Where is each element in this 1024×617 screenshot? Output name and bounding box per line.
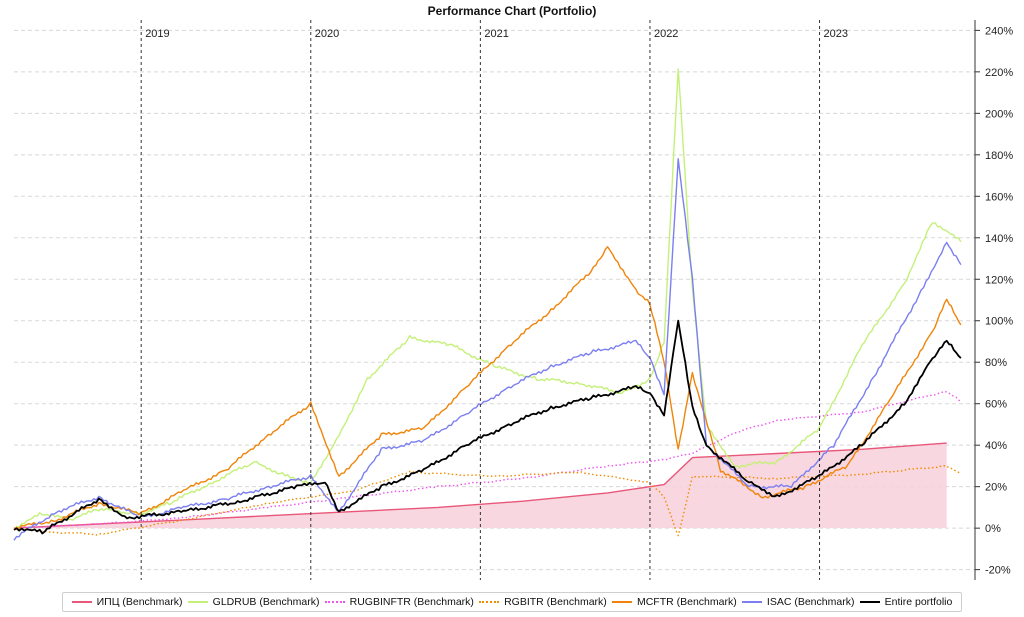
series-lines	[13, 68, 962, 541]
y-tick-label: 80%	[985, 357, 1007, 369]
legend-item: RUGBINFTR (Benchmark)	[324, 596, 474, 608]
series-line	[13, 246, 962, 531]
year-marker-label: 2022	[654, 28, 678, 40]
series-line	[13, 158, 962, 541]
y-tick-label: 120%	[985, 274, 1013, 286]
legend-swatch	[479, 601, 500, 603]
legend-item: MCFTR (Benchmark)	[611, 596, 737, 608]
legend-item: GLDRUB (Benchmark)	[187, 596, 320, 608]
legend-label: RUGBINFTR (Benchmark)	[349, 596, 474, 608]
legend-swatch	[611, 601, 632, 603]
y-tick-label: 140%	[985, 233, 1013, 245]
y-tick-label: 100%	[985, 316, 1013, 328]
area-fill	[14, 443, 947, 529]
legend-item: Entire portfolio	[859, 596, 953, 608]
chart-title: Performance Chart (Portfolio)	[427, 4, 597, 18]
series-line	[13, 319, 962, 535]
y-tick-label: 180%	[985, 150, 1013, 162]
y-tick-label: 200%	[985, 108, 1013, 120]
legend-item: ИПЦ (Benchmark)	[71, 596, 183, 608]
legend-swatch	[324, 601, 345, 603]
series-line	[13, 442, 947, 529]
legend-item: RGBITR (Benchmark)	[479, 596, 607, 608]
y-tick-label: 220%	[985, 67, 1013, 79]
year-marker-label: 2021	[484, 28, 508, 40]
legend-label: ISAC (Benchmark)	[766, 596, 855, 608]
chart-plot: -20% 0% 20% 40% 60% 80% 100% 120% 140% 160% 180% 20…	[13, 20, 1013, 580]
y-axis: -20% 0% 20% 40% 60% 80% 100% 120% 140% 160% 180% 20…	[974, 20, 1013, 580]
legend-swatch	[187, 601, 208, 603]
series-line	[13, 390, 962, 530]
chart-legend: ИПЦ (Benchmark) GLDRUB (Benchmark) RUGBINF…	[62, 592, 962, 612]
y-tick-label: 240%	[985, 25, 1013, 37]
legend-label: GLDRUB (Benchmark)	[212, 596, 320, 608]
legend-label: MCFTR (Benchmark)	[636, 596, 737, 608]
series-area-fill	[14, 443, 947, 529]
year-marker-label: 2023	[824, 28, 848, 40]
legend-swatch	[859, 601, 880, 603]
legend-label: RGBITR (Benchmark)	[504, 596, 607, 608]
y-tick-label: 20%	[985, 482, 1007, 494]
y-tick-label: -20%	[985, 565, 1011, 577]
legend-item: ISAC (Benchmark)	[741, 596, 855, 608]
y-tick-label: 160%	[985, 191, 1013, 203]
series-line	[13, 465, 962, 537]
y-tick-label: 40%	[985, 440, 1007, 452]
y-tick-label: 0%	[985, 523, 1001, 535]
legend-swatch	[71, 601, 92, 603]
year-marker-label: 2020	[315, 28, 339, 40]
year-marker-label: 2019	[145, 28, 169, 40]
y-tick-label: 60%	[985, 399, 1007, 411]
year-markers: 2019 2020 2021 2022 2023	[140, 20, 848, 580]
legend-swatch	[741, 601, 762, 603]
legend-label: Entire portfolio	[884, 596, 953, 608]
legend-label: ИПЦ (Benchmark)	[96, 596, 183, 608]
